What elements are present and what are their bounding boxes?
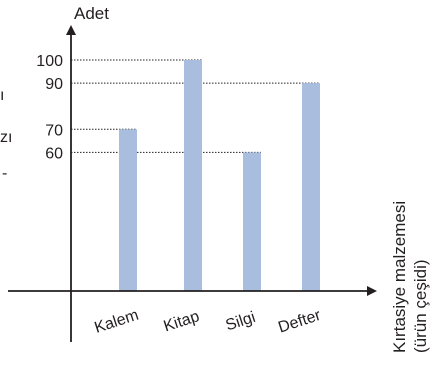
category-label-kitap: Kitap	[162, 308, 202, 335]
x-axis-title-line-2: (ürün çeşidi)	[411, 259, 430, 353]
y-tick-label-90: 90	[45, 76, 63, 93]
x-axis-title-line-1: Kırtasiye malzemesi	[390, 201, 409, 353]
category-labels: Kalem Kitap Silgi Defter	[92, 307, 323, 337]
y-tick-labels: 60 70 90 100	[36, 53, 63, 162]
bars	[119, 60, 320, 291]
cut-off-text-3: -	[2, 165, 8, 182]
bar-kalem	[119, 129, 137, 291]
y-axis-title: Adet	[74, 4, 109, 23]
bar-silgi	[243, 152, 261, 291]
cut-off-text-2: zı	[0, 129, 13, 146]
category-label-silgi: Silgi	[224, 309, 258, 335]
y-tick-label-100: 100	[36, 53, 63, 70]
cut-off-text-1: ı	[0, 87, 5, 104]
y-tick-label-60: 60	[45, 145, 63, 162]
bar-defter	[302, 83, 320, 291]
category-label-defter: Defter	[276, 307, 323, 337]
category-label-kalem: Kalem	[92, 307, 140, 337]
bar-kitap	[184, 60, 202, 291]
y-tick-label-70: 70	[45, 122, 63, 139]
